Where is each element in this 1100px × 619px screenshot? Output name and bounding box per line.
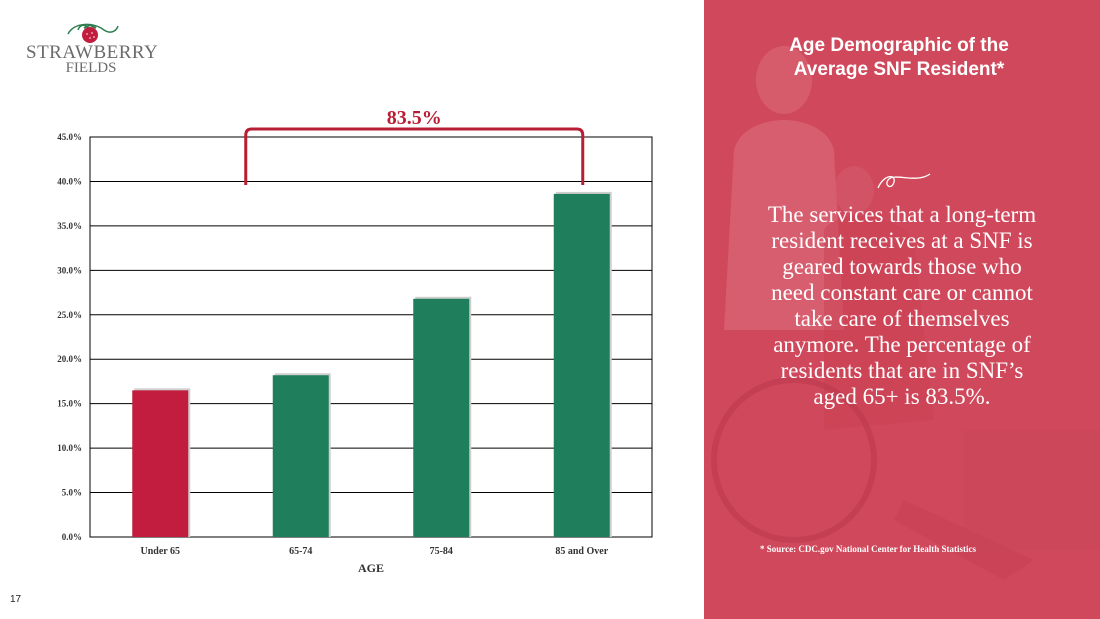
bar-chart: 0.0% 5.0% 10.0% 15.0% 20.0% 25.0% 30.0% 35.0% 40…	[57, 107, 653, 575]
y-tick-label: 45.0%	[57, 132, 82, 142]
panel-title: Age Demographic of the Average SNF Resid…	[789, 35, 1009, 80]
x-tick-label: 85 and Over	[555, 546, 608, 557]
panel-body-text: The services that a long-term resident r…	[767, 202, 1037, 409]
x-axis-label: AGE	[358, 561, 384, 575]
y-tick-label: 30.0%	[57, 265, 82, 275]
y-tick-label: 20.0%	[57, 354, 82, 364]
page-number: 17	[10, 594, 22, 605]
source-note: * Source: CDC.gov National Center for He…	[760, 544, 976, 554]
logo-line2: FIELDS	[65, 60, 117, 76]
x-tick-label: 75-84	[430, 546, 453, 557]
y-tick-label: 10.0%	[57, 443, 82, 453]
strawberry-icon	[67, 23, 119, 43]
bar	[413, 298, 470, 537]
y-tick-label: 5.0%	[62, 488, 82, 498]
chart-svg: 0.0% 5.0% 10.0% 15.0% 20.0% 25.0% 30.0% 35.0% 40…	[57, 107, 653, 575]
y-tick-label: 35.0%	[57, 221, 82, 231]
y-tick-label: 25.0%	[57, 310, 82, 320]
bar	[272, 375, 329, 537]
bar	[553, 193, 610, 537]
x-tick-label: 65-74	[289, 546, 312, 557]
flourish-icon	[877, 173, 931, 189]
y-tick-label: 0.0%	[62, 532, 82, 542]
bar	[132, 390, 189, 537]
brand-logo: STRAWBERRY FIELDS	[26, 20, 159, 80]
y-tick-label: 40.0%	[57, 176, 82, 186]
annotation-label: 83.5%	[387, 107, 442, 129]
y-tick-label: 15.0%	[57, 399, 82, 409]
info-panel: Age Demographic of the Average SNF Resid…	[704, 0, 1100, 619]
annotation-bracket	[244, 127, 585, 185]
logo-line1: STRAWBERRY	[26, 42, 159, 63]
caregiver-photo	[704, 0, 1100, 619]
x-tick-label: Under 65	[140, 546, 180, 557]
